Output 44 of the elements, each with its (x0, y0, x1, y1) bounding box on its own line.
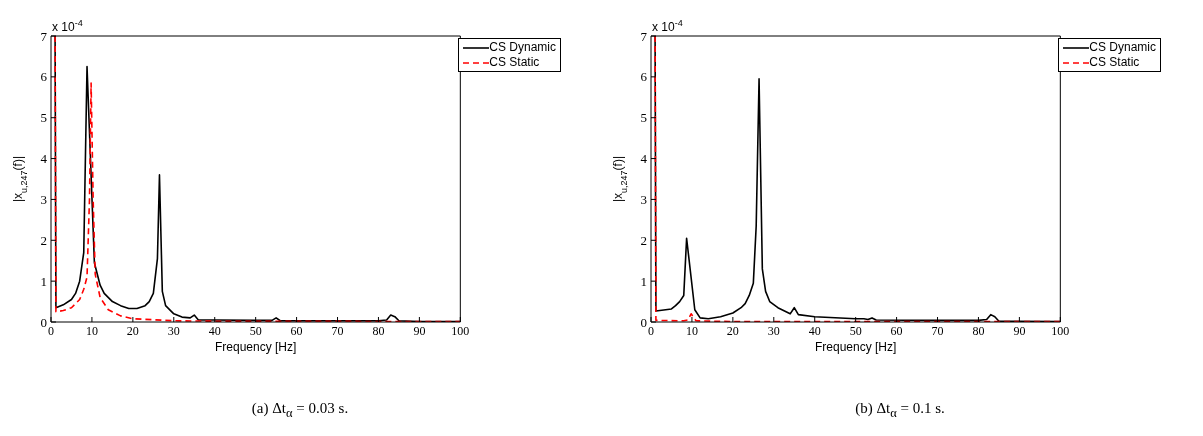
y-tick-label: 4 (640, 151, 648, 167)
x-tick-label: 80 (972, 323, 985, 338)
legend-label: CS Static (489, 55, 540, 70)
y-tick-label: 6 (40, 69, 48, 85)
text: x 10$^{-4}$ (52, 18, 83, 34)
x-tick-label: 20 (126, 323, 139, 338)
y-tick-label: 3 (640, 192, 647, 208)
x-tick-label: 60 (890, 323, 903, 338)
legend-label: CS Static (1089, 55, 1140, 70)
legend-label: CS Dynamic (489, 40, 556, 55)
text: (b) Δt$_{α}$ = 0.1 s. (854, 400, 946, 421)
x-tick-label: 30 (767, 323, 780, 338)
y-tick-label: 6 (640, 69, 648, 85)
y-tick-label: 7 (40, 28, 48, 44)
x-tick-label: 20 (726, 323, 739, 338)
x-tick-label: 70 (331, 323, 344, 338)
x-tick-label: 40 (208, 323, 221, 338)
text: (a) Δt$_{α}$ = 0.03 s. (250, 400, 350, 421)
x-tick-label: 60 (290, 323, 303, 338)
y-tick-label: 5 (640, 110, 647, 126)
x-tick-label: 10 (85, 323, 98, 338)
x-tick-label: 10 (685, 323, 698, 338)
x-axis-title: Frequency [Hz] (814, 340, 897, 354)
x-tick-label: 90 (1013, 323, 1026, 338)
x-tick-label: 50 (849, 323, 862, 338)
y-tick-label: 2 (40, 232, 47, 248)
legend-label: CS Dynamic (1089, 40, 1156, 55)
x-tick-label: 90 (413, 323, 426, 338)
y-tick-label: 3 (40, 192, 47, 208)
x-axis-title: Frequency [Hz] (214, 340, 297, 354)
text: x 10$^{-4}$ (652, 18, 683, 34)
y-tick-label: 5 (40, 110, 47, 126)
x-tick-label: 80 (372, 323, 385, 338)
x-tick-label: 100 (1051, 323, 1070, 338)
y-tick-label: 7 (640, 28, 648, 44)
x-tick-label: 100 (451, 323, 470, 338)
y-tick-label: 4 (40, 151, 48, 167)
x-tick-label: 40 (808, 323, 821, 338)
x-tick-label: 50 (249, 323, 262, 338)
y-tick-label: 2 (640, 232, 647, 248)
y-tick-label: 1 (640, 273, 647, 289)
x-tick-label: 30 (167, 323, 180, 338)
x-tick-label: 70 (931, 323, 944, 338)
y-tick-label: 1 (40, 273, 47, 289)
